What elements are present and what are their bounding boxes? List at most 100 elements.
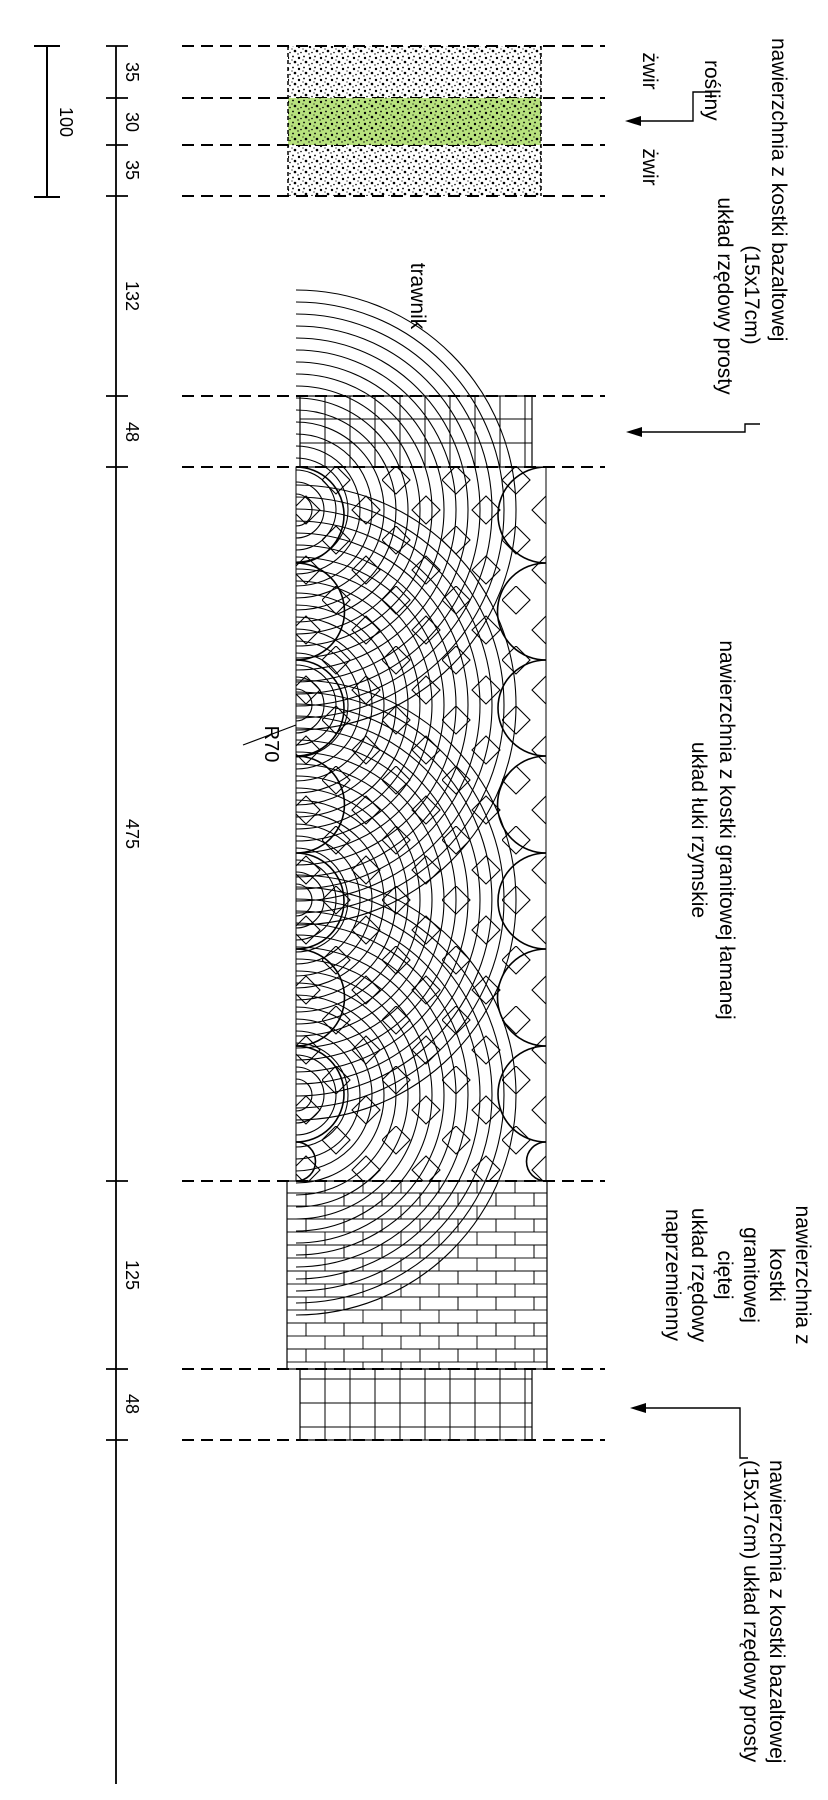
arc-course [295,640,361,770]
arc-course [295,616,385,794]
arc-course [295,811,385,989]
scale-bar: 100 [34,45,76,198]
arrowheads [625,116,646,1413]
arc-course [295,739,457,1061]
scallop-edge [295,948,346,1047]
svg-text:naprzemienny: naprzemienny [661,1209,684,1341]
dimension-label: 35 [122,62,142,82]
dimension-label: 48 [122,1394,142,1414]
arc-course [295,532,469,878]
arc-course [295,751,445,1049]
arc-course [295,568,433,842]
dimension-label: 125 [122,1260,142,1290]
arc-course [295,715,481,1085]
arc-course [295,556,445,854]
svg-text:nawierzchnia z kostki bazaltow: nawierzchnia z kostki bazaltowej [767,38,790,341]
scallop-edge [295,1045,345,1143]
arc-course [295,445,361,575]
scallop-edge [496,562,547,661]
scallop-edge [497,1045,547,1143]
arc-course [295,1066,325,1124]
arc-course [295,421,385,599]
basalt-top-label: nawierzchnia z kostki bazaltowej (15x17c… [713,38,790,395]
basalt-bottom-label: nawierzchnia z kostki bazaltowej (15x17c… [739,1460,788,1763]
arc-course [295,373,433,647]
svg-text:kostki: kostki [765,1248,788,1302]
roman-arcs-label: nawierzchnia z kostki granitowej łamanej… [687,640,738,1019]
arc-course [295,301,505,719]
arc-course [295,289,517,731]
dimension-label: 35 [122,160,142,180]
arc-course [295,409,397,611]
arc-course [295,1078,313,1112]
arc-course [295,325,481,695]
basalt-paving-top [299,395,533,468]
radius-label: R70 [260,726,282,763]
arc-course [295,544,457,866]
arc-course [295,652,349,758]
arc-course [295,580,421,830]
arc-course [295,871,325,929]
arc-course [295,481,325,539]
scallop-edge [295,562,346,661]
svg-text:(15x17cm): (15x17cm) [740,245,763,344]
arc-course [295,604,397,806]
arc-course [295,775,421,1025]
scallop-edge [497,659,547,757]
scale-bar-label: 100 [56,107,76,137]
dimension-label: 48 [122,422,142,442]
arc-course [295,397,409,623]
arc-course [295,679,517,1121]
arc-course [295,787,409,1013]
arc-course [295,727,469,1073]
arc-course [295,385,421,635]
scallop-edge [497,466,547,564]
scallop-edge [295,852,345,950]
svg-text:układ łuki rzymskie: układ łuki rzymskie [687,742,710,918]
scallop-edge [497,852,547,950]
arc-course [295,691,505,1109]
svg-text:(15x17cm) układ rzędowy prosty: (15x17cm) układ rzędowy prosty [739,1460,762,1763]
arc-course [295,676,325,734]
gravel-bottom-label: żwir [638,148,661,185]
dimension-chain: 35 30 35 132 48 475 125 48 [106,45,142,1784]
plants-label: rośliny [700,60,723,121]
scallop-edge [295,466,345,564]
arc-course [295,592,409,818]
leader-lines [628,91,760,1459]
scallop-edge [295,755,346,854]
dimension-label: 30 [122,112,142,132]
arc-course [295,628,373,782]
scallop-edge [295,1141,317,1182]
arc-course [295,847,349,953]
svg-text:ciętej: ciętej [713,1250,736,1299]
arc-course [295,763,433,1037]
arc-course [295,1018,373,1172]
arc-course [295,361,445,659]
svg-text:układ rzędowy: układ rzędowy [687,1208,710,1343]
arc-course [295,823,373,977]
scallop-edge [525,1141,547,1182]
arc-course [295,520,481,890]
arc-course [295,1042,349,1148]
svg-text:nawierzchnia z: nawierzchnia z [791,1206,814,1345]
scallop-edge [295,659,345,757]
lawn-label: trawnik [406,263,429,330]
arc-course [295,1006,385,1184]
svg-text:granitowej: granitowej [739,1227,762,1323]
arc-course [295,703,493,1097]
granite-running-label: nawierzchnia z kostki granitowej ciętej … [661,1206,814,1345]
basalt-paving-bottom [299,1368,533,1441]
arc-course [295,496,505,914]
scallop-edge [496,755,547,854]
arc-course [295,313,493,707]
arc-course [295,484,517,926]
dimension-label: 132 [122,281,142,311]
svg-text:nawierzchnia z kostki bazaltow: nawierzchnia z kostki bazaltowej [765,1460,788,1763]
gravel-plants-strip [287,46,542,196]
svg-text:nawierzchnia z kostki granitow: nawierzchnia z kostki granitowej łamanej [715,640,738,1019]
gravel-texture [288,46,541,196]
arc-course [295,799,397,1001]
granite-running-bond-paving [286,1180,548,1370]
